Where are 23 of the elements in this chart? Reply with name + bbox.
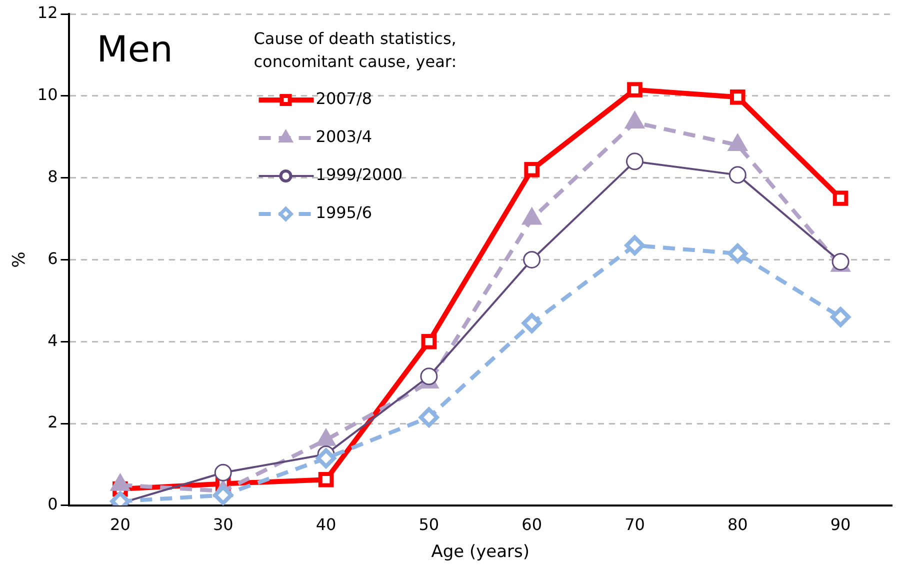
x-tick-label: 60 (522, 515, 542, 534)
x-tick-label: 70 (624, 515, 645, 534)
x-tick-label: 90 (830, 515, 851, 534)
legend-label: 2003/4 (316, 127, 372, 146)
y-tick-label: 4 (48, 330, 58, 350)
x-tick-label: 80 (727, 515, 748, 534)
chart-title: Men (96, 29, 173, 70)
y-tick-label: 0 (48, 494, 58, 514)
legend-label: 2007/8 (316, 89, 372, 108)
y-tick-label: 10 (37, 85, 58, 104)
y-tick-label: 2 (48, 412, 58, 432)
y-tick-label: 6 (48, 248, 58, 268)
legend-label: 1999/2000 (316, 165, 403, 184)
x-tick-label: 50 (418, 515, 440, 534)
legend-title: Cause of death statistics, concomitant cause, year: (254, 29, 457, 72)
y-tick-label: 8 (48, 166, 58, 186)
y-axis-title: % (10, 252, 30, 268)
x-axis-title: Age (years) (431, 542, 530, 562)
y-tick-label: 12 (37, 3, 58, 22)
legend-label: 1995/6 (316, 203, 372, 222)
x-tick-label: 30 (212, 515, 234, 534)
x-tick-label: 40 (316, 515, 336, 534)
x-tick-label: 20 (110, 515, 130, 534)
